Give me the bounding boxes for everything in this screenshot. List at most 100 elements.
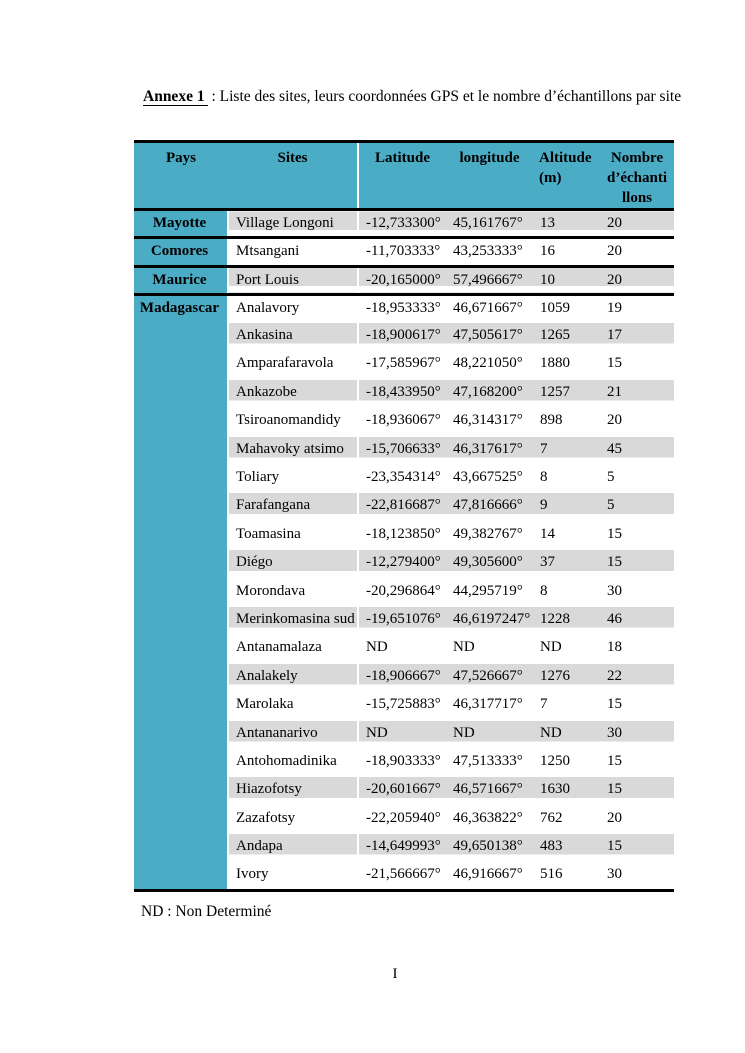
samples-cell: 30 [600, 720, 674, 749]
latitude-cell: -20,601667° [358, 777, 446, 806]
samples-cell: 45 [600, 436, 674, 466]
site-cell: Village Longoni [228, 209, 359, 240]
altitude-cell: 1630 [533, 777, 600, 806]
samples-cell: 17 [600, 323, 674, 352]
header-row: Pays Sites Latitude longitude Altitude (m) No… [134, 141, 674, 211]
longitude-cell: 47,526667° [446, 663, 533, 693]
longitude-cell: 49,305600° [446, 550, 533, 579]
latitude-cell: -18,433950° [358, 379, 446, 409]
latitude-cell: -18,906667° [358, 663, 446, 693]
table-row: Ivory -21,566667° 46,916667° 516 30 [134, 862, 674, 893]
pays-cell: Madagascar [134, 294, 229, 891]
altitude-cell: 516 [533, 862, 600, 893]
site-cell: Merinkomasina sud [228, 606, 359, 636]
table-row: Comores Mtsangani -11,703333° 43,253333° 16 2… [134, 237, 674, 268]
altitude-cell: 9 [533, 493, 600, 522]
table-row: Ankazobe -18,433950° 47,168200° 1257 21 [134, 379, 674, 409]
longitude-cell: 57,496667° [446, 266, 533, 297]
table-row: Marolaka -15,725883° 46,317717° 7 15 [134, 692, 674, 721]
site-cell: Mahavoky atsimo [228, 436, 359, 466]
latitude-cell: -11,703333° [358, 237, 446, 268]
samples-cell: 20 [600, 805, 674, 835]
latitude-cell: -12,279400° [358, 550, 446, 579]
table-row: Farafangana -22,816687° 47,816666° 9 5 [134, 493, 674, 522]
site-cell: Ivory [228, 862, 359, 893]
altitude-cell: 1059 [533, 294, 600, 324]
samples-cell: 15 [600, 692, 674, 721]
site-cell: Analakely [228, 663, 359, 693]
latitude-cell: -22,816687° [358, 493, 446, 522]
longitude-cell: 46,363822° [446, 805, 533, 835]
longitude-cell: ND [446, 720, 533, 749]
title-text: : Liste des sites, leurs coordonnées GPS… [207, 88, 682, 105]
table-row: Toamasina -18,123850° 49,382767° 14 15 [134, 521, 674, 551]
longitude-cell: ND [446, 635, 533, 664]
latitude-cell: -22,205940° [358, 805, 446, 835]
latitude-cell: -18,903333° [358, 748, 446, 778]
latitude-cell: -20,165000° [358, 266, 446, 297]
table-row: Maurice Port Louis -20,165000° 57,496667° 10… [134, 266, 674, 297]
site-cell: Antohomadinika [228, 748, 359, 778]
column-header-pays: Pays [134, 141, 228, 211]
latitude-cell: ND [358, 635, 446, 664]
site-cell: Mtsangani [228, 237, 359, 268]
page-number: I [392, 966, 398, 982]
samples-cell: 15 [600, 834, 674, 863]
pays-cell: Comores [134, 237, 229, 268]
altitude-cell: 1228 [533, 606, 600, 636]
longitude-cell: 46,671667° [446, 294, 533, 324]
pays-cell: Maurice [134, 266, 229, 297]
latitude-cell: -20,296864° [358, 578, 446, 607]
column-header-latitude: Latitude [358, 141, 446, 211]
longitude-cell: 47,816666° [446, 493, 533, 522]
table-row: Toliary -23,354314° 43,667525° 8 5 [134, 465, 674, 494]
table-row: Antananarivo ND ND ND 30 [134, 720, 674, 749]
site-cell: Marolaka [228, 692, 359, 721]
altitude-cell: 1257 [533, 379, 600, 409]
site-cell: Hiazofotsy [228, 777, 359, 806]
longitude-cell: 46,314317° [446, 408, 533, 437]
annexe-label: Annexe 1 [143, 88, 208, 106]
table-row: Amparafaravola -17,585967° 48,221050° 1880 1… [134, 351, 674, 380]
table-header: Pays Sites Latitude longitude Altitude (m) No… [134, 141, 674, 211]
table-row: Morondava -20,296864° 44,295719° 8 30 [134, 578, 674, 607]
altitude-cell: 7 [533, 692, 600, 721]
longitude-cell: 44,295719° [446, 578, 533, 607]
latitude-cell: -15,725883° [358, 692, 446, 721]
altitude-cell: 1276 [533, 663, 600, 693]
sites-table: Pays Sites Latitude longitude Altitude (m) No… [134, 140, 674, 893]
samples-cell: 15 [600, 748, 674, 778]
column-header-samples: Nombre d’échanti llons [600, 141, 674, 211]
samples-cell: 22 [600, 663, 674, 693]
latitude-cell: -18,900617° [358, 323, 446, 352]
altitude-cell: ND [533, 635, 600, 664]
table-row: Mayotte Village Longoni -12,733300° 45,1617… [134, 209, 674, 240]
longitude-cell: 46,317617° [446, 436, 533, 466]
longitude-cell: 43,253333° [446, 237, 533, 268]
samples-cell: 21 [600, 379, 674, 409]
latitude-cell: -18,123850° [358, 521, 446, 551]
altitude-cell: ND [533, 720, 600, 749]
site-cell: Antanamalaza [228, 635, 359, 664]
altitude-cell: 8 [533, 465, 600, 494]
altitude-cell: 37 [533, 550, 600, 579]
longitude-cell: 46,6197247° [446, 606, 533, 636]
longitude-cell: 49,382767° [446, 521, 533, 551]
latitude-cell: -14,649993° [358, 834, 446, 863]
latitude-cell: -12,733300° [358, 209, 446, 240]
site-cell: Toamasina [228, 521, 359, 551]
table-row: Madagascar Analavory -18,953333° 46,671667°… [134, 294, 674, 891]
latitude-cell: -19,651076° [358, 606, 446, 636]
footnote: ND : Non Determiné [141, 903, 272, 920]
table-row: Analakely -18,906667° 47,526667° 1276 22 [134, 663, 674, 693]
latitude-cell: ND [358, 720, 446, 749]
pays-cell: Mayotte [134, 209, 229, 240]
altitude-cell: 8 [533, 578, 600, 607]
altitude-cell: 1880 [533, 351, 600, 380]
site-cell: Analavory [228, 294, 359, 324]
site-cell: Ankazobe [228, 379, 359, 409]
samples-cell: 46 [600, 606, 674, 636]
longitude-cell: 46,916667° [446, 862, 533, 893]
table-row: Zazafotsy -22,205940° 46,363822° 762 20 [134, 805, 674, 835]
